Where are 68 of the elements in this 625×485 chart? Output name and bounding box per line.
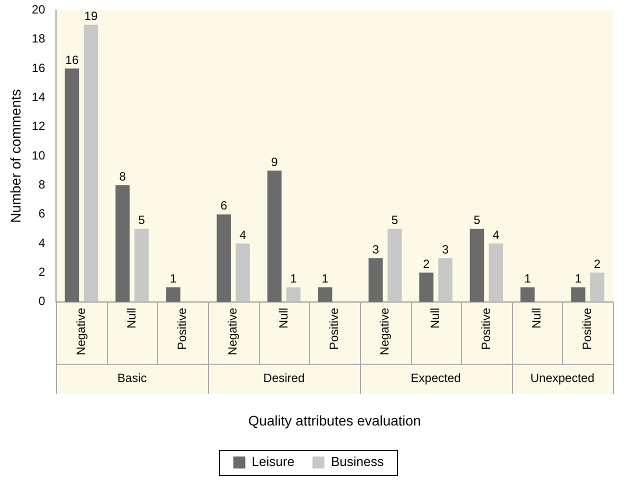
text: Basic <box>117 371 147 386</box>
x-tick-label: Positive <box>580 308 594 350</box>
text: Unexpected <box>530 371 594 386</box>
data-label: 2 <box>594 256 601 271</box>
y-axis-title: Number of comments <box>7 89 24 223</box>
data-label: 1 <box>574 272 582 286</box>
text: Expected <box>410 371 461 386</box>
bar <box>134 228 149 302</box>
data-label: 9 <box>271 154 278 169</box>
data-label: 3 <box>372 242 380 256</box>
legend-label: Leisure <box>252 454 294 470</box>
bar <box>236 244 250 302</box>
bar <box>84 24 98 302</box>
y-tick-label: 16 <box>32 60 46 75</box>
y-tick-label: 4 <box>38 236 46 250</box>
bar <box>470 228 484 302</box>
data-label: 1 <box>322 272 329 286</box>
bar <box>166 287 180 302</box>
data-label: 1 <box>290 272 298 286</box>
bar <box>286 287 301 302</box>
bar <box>115 185 130 302</box>
text: Desired <box>263 371 305 386</box>
bar <box>388 228 402 302</box>
data-label: 16 <box>65 52 79 67</box>
bar <box>64 68 80 302</box>
x-tick-label: Negative <box>378 308 392 356</box>
y-tick-label: 2 <box>38 264 46 279</box>
bar <box>438 258 452 302</box>
bar <box>267 170 282 302</box>
x-axis-title: Quality attributes evaluation <box>248 412 421 428</box>
bar <box>590 272 604 302</box>
x-tick-label: Negative <box>74 308 88 356</box>
x-tick-label: Positive <box>478 308 493 350</box>
x-tick-label: Null <box>276 308 290 329</box>
x-tick-label: Positive <box>326 308 341 350</box>
x-tick-label: Null <box>529 308 544 329</box>
data-label: 5 <box>138 213 146 228</box>
data-label: 3 <box>442 242 449 256</box>
bar <box>419 272 434 302</box>
x-tick-label: Null <box>124 308 138 329</box>
data-label: 19 <box>84 9 98 24</box>
y-tick-label: 0 <box>38 294 46 308</box>
data-label: 8 <box>119 169 126 184</box>
y-tick-label: 14 <box>32 90 46 104</box>
bar <box>520 287 535 302</box>
data-label: 6 <box>220 198 228 213</box>
y-tick-label: 6 <box>38 206 46 221</box>
data-label: 1 <box>524 272 532 286</box>
y-tick-label: 12 <box>32 119 46 134</box>
legend-label: Business <box>330 454 384 470</box>
data-label: 5 <box>391 213 398 228</box>
y-tick-label: 8 <box>38 177 46 192</box>
x-tick-label: Positive <box>175 308 190 350</box>
data-label: 4 <box>239 228 246 242</box>
y-tick-label: 20 <box>32 2 46 17</box>
data-label: 4 <box>492 228 500 242</box>
data-label: 5 <box>474 213 481 228</box>
bar <box>488 244 504 302</box>
data-label: 2 <box>422 256 430 271</box>
bar <box>571 287 586 302</box>
bar <box>368 258 383 302</box>
data-label: 1 <box>170 272 177 286</box>
bar <box>318 287 332 302</box>
x-tick-label: Negative <box>226 308 240 356</box>
y-tick-label: 10 <box>32 148 46 162</box>
y-tick-label: 18 <box>32 32 46 46</box>
bar <box>216 214 231 302</box>
x-tick-label: Null <box>428 308 442 329</box>
